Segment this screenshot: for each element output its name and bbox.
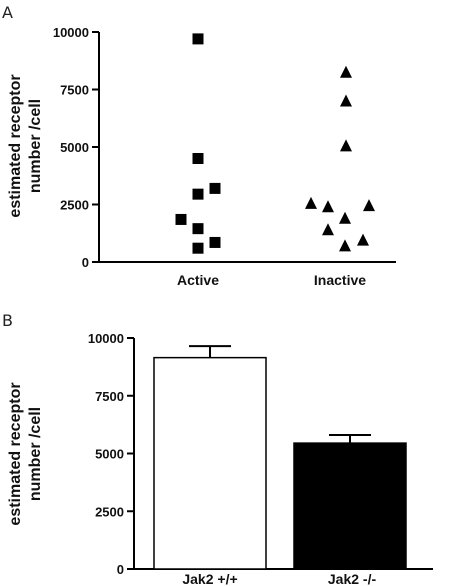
- y-tick-label: 2500: [60, 198, 89, 213]
- scatter-points: [175, 33, 375, 254]
- category-label-jak2-ko: Jak2 -/-: [328, 571, 377, 586]
- data-point-triangle: [339, 239, 351, 252]
- data-point-square: [192, 188, 204, 200]
- panel-label-b: B: [2, 311, 13, 330]
- data-point-triangle: [340, 139, 352, 152]
- y-tick-label: 0: [117, 562, 124, 577]
- bar: [153, 356, 267, 570]
- panel-label-a: A: [2, 3, 13, 22]
- y-axis-title-line1: estimated receptor: [7, 74, 24, 217]
- data-point-triangle: [363, 199, 375, 212]
- y-tick-label: 2500: [95, 504, 124, 519]
- data-point-square: [192, 242, 204, 254]
- y-tick-label: 5000: [60, 140, 89, 155]
- data-point-square: [209, 182, 221, 194]
- bars: [153, 345, 407, 570]
- data-point-square: [209, 236, 221, 248]
- data-point-triangle: [339, 211, 351, 224]
- y-tick-label: 5000: [95, 447, 124, 462]
- panel-a: A estimated receptor number /cell 0 2500 5…: [2, 3, 396, 288]
- data-point-square: [192, 33, 204, 45]
- y-tick-label: 10000: [53, 25, 89, 40]
- y-axis-title-line1: estimated receptor: [7, 382, 24, 525]
- data-point-triangle: [340, 94, 352, 107]
- y-ticks: 0 2500 5000 7500 10000: [88, 331, 134, 577]
- y-tick-label: 7500: [95, 389, 124, 404]
- panel-b: B estimated receptor number /cell 0 2500 5…: [2, 311, 433, 586]
- y-axis-title-line2: number /cell: [27, 99, 44, 193]
- y-tick-label: 0: [82, 255, 89, 270]
- data-point-triangle: [322, 223, 334, 236]
- data-point-triangle: [340, 65, 352, 78]
- data-point-square: [192, 153, 204, 164]
- data-point-triangle: [322, 200, 334, 213]
- data-point-square: [192, 223, 204, 235]
- category-label-active: Active: [177, 272, 219, 288]
- category-label-jak2-wt: Jak2 +/+: [182, 571, 237, 586]
- y-tick-label: 7500: [60, 83, 89, 98]
- y-ticks: 0 2500 5000 7500 10000: [53, 25, 99, 270]
- category-label-inactive: Inactive: [314, 272, 366, 288]
- y-axis-title-line2: number /cell: [27, 407, 44, 501]
- y-tick-label: 10000: [88, 331, 124, 346]
- data-point-triangle: [357, 233, 369, 246]
- data-point-triangle: [305, 196, 317, 209]
- bar: [293, 442, 407, 570]
- data-point-square: [175, 213, 187, 225]
